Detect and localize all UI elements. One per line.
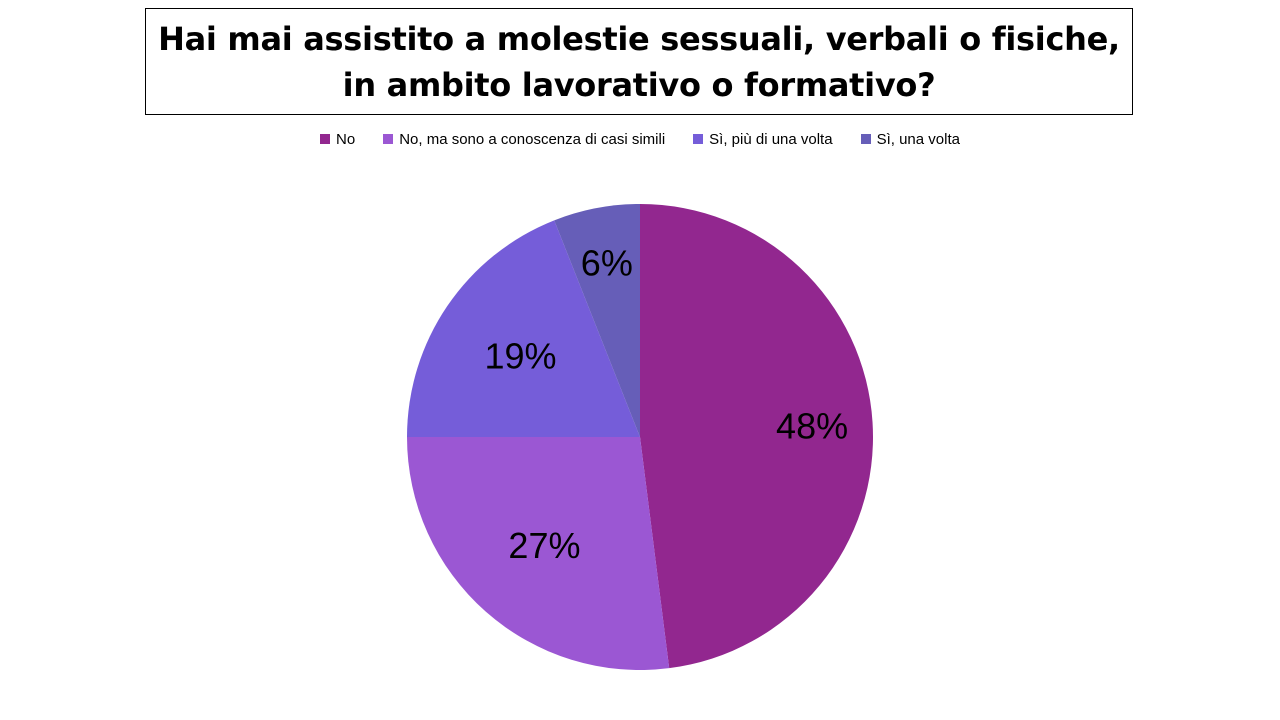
pie-slices [407,204,874,670]
legend-swatch-si-piu-volte [693,134,704,144]
pie-slice-si-una-volta [554,204,640,437]
slice-label-si-piu-volte: 19% [484,335,556,376]
pie-slice-no [640,204,874,669]
pie-labels: 48% 27% 19% 6% [484,243,848,566]
legend-item-si-una-volta: Sì, una volta [860,130,960,148]
legend-item-si-piu-volte: Sì, più di una volta [693,130,833,148]
pie-slice-no-ma-conoscenza [407,437,670,670]
legend-label-si-una-volta: Sì, una volta [876,130,960,148]
legend-swatch-no-ma-conoscenza [383,134,394,144]
legend-swatch-no [320,134,331,144]
legend-label-si-piu-volte: Sì, più di una volta [709,130,833,148]
legend-swatch-si-una-volta [860,134,871,144]
chart-title: Hai mai assistito a molestie sessuali, v… [158,19,1120,104]
chart-title-box: Hai mai assistito a molestie sessuali, v… [145,8,1133,115]
slice-label-si-una-volta: 6% [581,243,633,284]
legend-label-no: No [336,130,356,148]
legend-label-no-ma-conoscenza: No, ma sono a conoscenza di casi simili [399,130,666,148]
slice-label-no-ma-conoscenza: 27% [508,525,580,566]
pie-slice-si-piu-volte [407,220,640,437]
legend-item-no: No [320,131,355,148]
chart-legend: No No, ma sono a conoscenza di casi simi… [0,128,1280,150]
legend-item-no-ma-conoscenza: No, ma sono a conoscenza di casi simili [383,131,665,148]
slice-label-no: 48% [776,406,848,447]
